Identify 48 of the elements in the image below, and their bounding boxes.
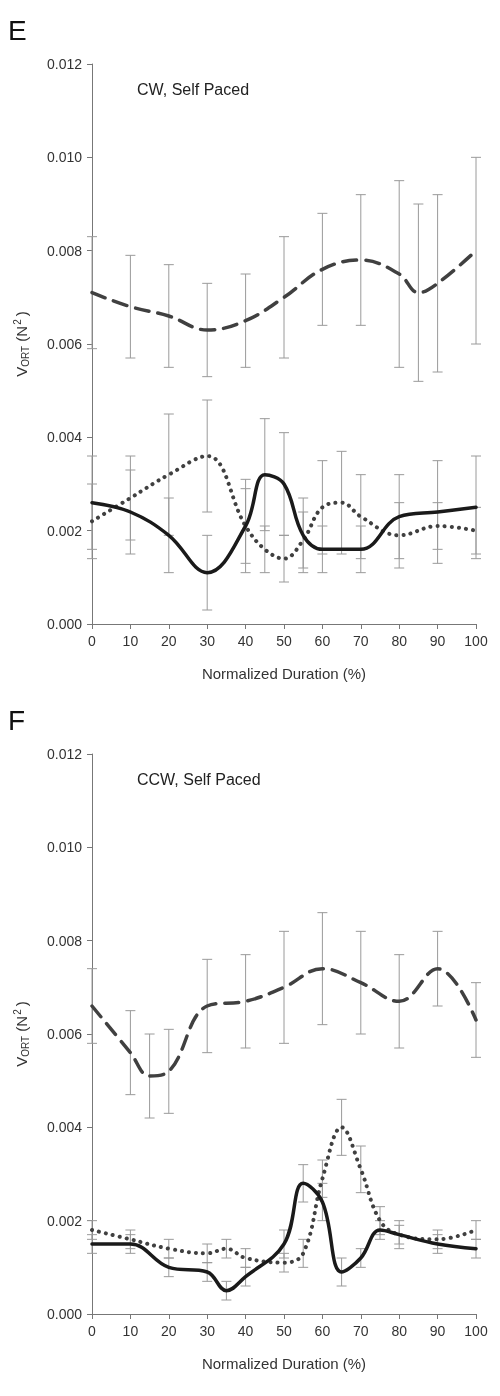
y-tick-label: 0.008 bbox=[46, 242, 83, 259]
x-tick-label: 20 bbox=[161, 1323, 177, 1339]
y-axis-title: VORT (N2) bbox=[11, 1001, 31, 1067]
y-tick-label: 0.000 bbox=[46, 616, 83, 632]
x-tick-label: 100 bbox=[464, 633, 488, 649]
y-tick-label: 0.002 bbox=[46, 1212, 83, 1229]
x-tick-label: 90 bbox=[429, 633, 446, 649]
x-axis-title: Normalized Duration (%) bbox=[201, 665, 367, 682]
line-series bbox=[90, 454, 478, 561]
text: F bbox=[8, 704, 26, 736]
x-tick-label: 50 bbox=[276, 1323, 292, 1339]
x-tick-label: 50 bbox=[276, 633, 292, 649]
x-tick-label: 60 bbox=[314, 633, 331, 649]
y-tick-label: 0.000 bbox=[46, 1306, 83, 1322]
x-tick-label: 70 bbox=[353, 1323, 369, 1339]
text: CCW, Self Paced bbox=[137, 770, 261, 788]
x-tick-label: 0 bbox=[88, 1323, 97, 1339]
line-series bbox=[90, 1181, 478, 1293]
x-tick-label: 10 bbox=[122, 1323, 139, 1339]
x-tick-label: 30 bbox=[199, 633, 216, 649]
y-tick-label: 0.008 bbox=[46, 932, 83, 949]
x-tick-label: 40 bbox=[237, 633, 254, 649]
x-axis-title: Normalized Duration (%) bbox=[201, 1355, 367, 1372]
x-tick-label: 0 bbox=[88, 633, 97, 649]
y-tick-label: 0.002 bbox=[46, 522, 83, 539]
y-tick-label: 0.004 bbox=[46, 429, 83, 446]
y-tick-label: 0.010 bbox=[46, 839, 83, 856]
y-tick-label: 0.012 bbox=[46, 746, 83, 762]
text: CW, Self Paced bbox=[137, 80, 250, 98]
y-tick-label: 0.006 bbox=[46, 336, 83, 352]
y-tick-label: 0.010 bbox=[46, 149, 83, 166]
x-tick-label: 80 bbox=[391, 633, 408, 649]
x-tick-label: 40 bbox=[237, 1323, 254, 1339]
x-tick-label: 80 bbox=[391, 1323, 408, 1339]
y-tick-label: 0.006 bbox=[46, 1026, 83, 1042]
x-tick-label: 20 bbox=[161, 633, 177, 649]
x-tick-label: 100 bbox=[464, 1323, 488, 1339]
line-series bbox=[90, 472, 478, 575]
x-tick-label: 10 bbox=[122, 633, 139, 649]
x-tick-label: 70 bbox=[353, 633, 369, 649]
x-tick-label: 60 bbox=[314, 1323, 331, 1339]
line-series bbox=[90, 966, 478, 1078]
y-axis-title: VORT (N2) bbox=[11, 311, 31, 377]
x-tick-label: 90 bbox=[429, 1323, 446, 1339]
y-tick-label: 0.012 bbox=[46, 56, 83, 72]
x-tick-label: 30 bbox=[199, 1323, 216, 1339]
y-tick-label: 0.004 bbox=[46, 1119, 83, 1136]
text: E bbox=[8, 14, 27, 46]
